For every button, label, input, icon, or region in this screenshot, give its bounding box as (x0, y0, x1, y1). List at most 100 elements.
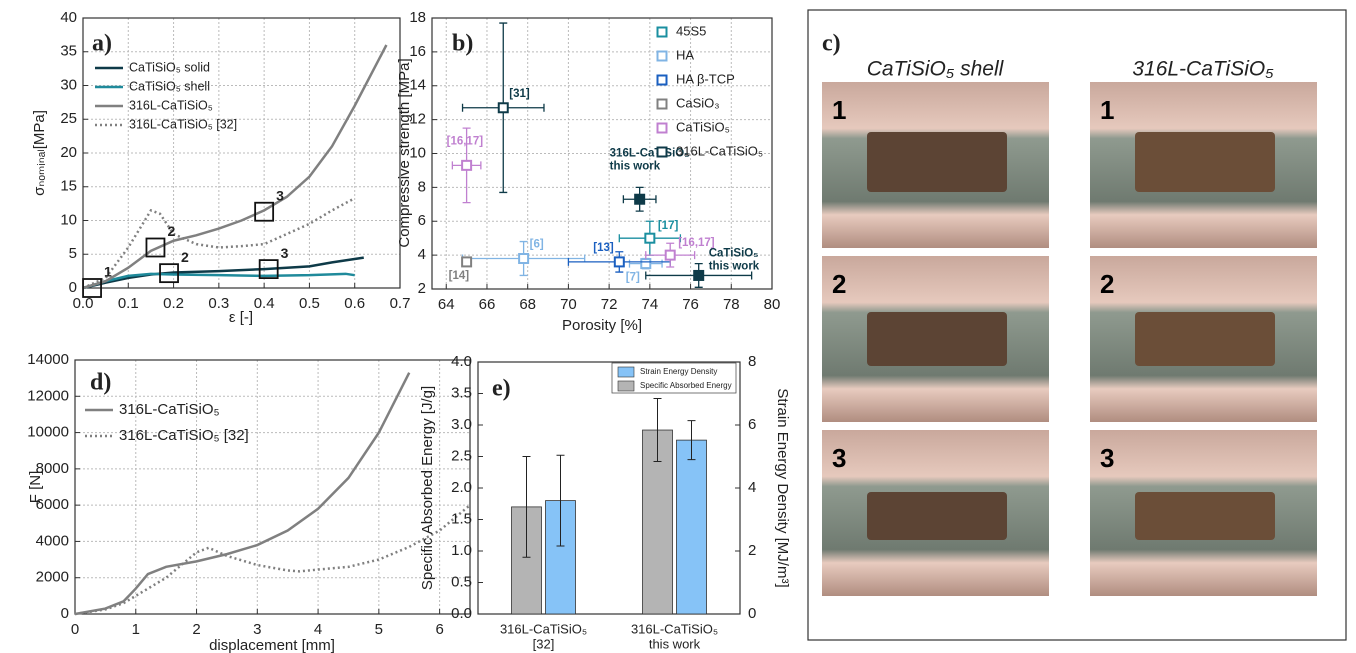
plot-frame (74, 359, 471, 615)
legend-label: 45S5 (676, 23, 706, 38)
y-tick-label: 30 (60, 76, 77, 93)
data-line (82, 272, 355, 290)
x-tick-label: 0.7 (390, 295, 411, 312)
point (613, 256, 625, 268)
legend-swatch (656, 50, 668, 62)
y-tick-label: 6000 (36, 496, 69, 513)
x-tick-label: 316L-CaTiSiO₅ (500, 621, 587, 636)
sample (867, 132, 1007, 192)
legend-label: 316L-CaTiSiO₅ [32] (119, 427, 249, 444)
y2-tick-label: 8 (748, 353, 756, 370)
y-tick-label: 1.5 (451, 510, 472, 527)
legend-label: 316L-CaTiSiO₅ (676, 143, 763, 158)
annotation-box (82, 278, 102, 298)
legend-swatch (617, 366, 635, 378)
error-bar (687, 420, 696, 461)
point (497, 102, 509, 114)
y-tick-label: 2 (418, 280, 426, 297)
plot-frame (82, 17, 401, 289)
y-tick-label: 4.0 (451, 353, 472, 370)
sample (1135, 492, 1275, 540)
x-tick-label: 68 (519, 296, 536, 313)
y-axis-label: σₙₒₘᵢₙₐₗ[MPa] (31, 110, 48, 196)
x-tick-label: 0.5 (299, 295, 320, 312)
y-tick-label: 14 (409, 77, 426, 94)
x-axis-label: displacement [mm] (209, 637, 335, 653)
x-tick-label: 80 (764, 296, 781, 313)
annotation-box (258, 259, 279, 280)
y-tick-label: 12 (409, 111, 426, 128)
error-bar (653, 398, 662, 463)
photo-row-label: 2 (832, 269, 846, 299)
y-axis-label: Specific Absorbed Energy [J/g] (419, 386, 436, 590)
panel-frame (807, 9, 1347, 641)
legend-swatch (656, 26, 668, 38)
data-line (74, 372, 411, 616)
x-axis-label: ε [-] (229, 309, 253, 326)
annotation-box (145, 237, 166, 258)
photo-row-label: 1 (1100, 95, 1114, 125)
y2-tick-label: 6 (748, 416, 756, 433)
x-tick-label: 3 (253, 621, 261, 638)
legend-swatch (617, 380, 635, 392)
legend-label: CaTiSiO₅ (676, 119, 730, 134)
y-tick-label: 6 (418, 212, 426, 229)
sample (867, 312, 1007, 366)
x-tick-label: 0.6 (344, 295, 365, 312)
y-tick-label: 15 (60, 178, 77, 195)
x-axis-label: Porosity [%] (562, 317, 642, 334)
y-tick-label: 8 (418, 178, 426, 195)
y-tick-label: 0.5 (451, 573, 472, 590)
point-label: [14] (449, 270, 470, 282)
y-tick-label: 10 (409, 144, 426, 161)
y2-tick-label: 2 (748, 542, 756, 559)
sample (867, 492, 1007, 540)
y-tick-label: 5 (69, 245, 77, 262)
photo-grid: c) CaTiSiO₅ shell 1 2 3 316L-CaTiSiO₅ 1 2 3 (822, 31, 1317, 596)
photo-row-label: 1 (832, 95, 846, 125)
panel-label: e) (492, 376, 511, 402)
y-tick-label: 3.0 (451, 416, 472, 433)
column-title: CaTiSiO₅ shell (867, 58, 1005, 81)
legend-label: 316L-CaTiSiO₅ (119, 401, 220, 418)
point-label: this work (610, 160, 661, 172)
x-tick-label: [32] (533, 636, 555, 651)
point-label: [16,17] (678, 237, 715, 249)
point (518, 253, 530, 265)
photo-row-label: 2 (1100, 269, 1114, 299)
legend-swatch (656, 146, 668, 158)
y-tick-label: 4 (418, 246, 426, 263)
data-line (82, 197, 356, 290)
panel-label: c) (822, 31, 841, 57)
annotation-box (159, 263, 179, 284)
y-tick-label: 8000 (36, 460, 69, 477)
x-tick-label: 66 (479, 296, 496, 313)
y-tick-label: 25 (60, 110, 77, 127)
y-tick-label: 0.0 (451, 605, 472, 622)
x-tick-label: 6 (435, 621, 443, 638)
legend-label: HA β-TCP (676, 71, 735, 86)
bar (676, 439, 707, 615)
error-bar (522, 456, 531, 558)
plot-frame (431, 17, 773, 290)
x-tick-label: 1 (132, 621, 140, 638)
panel: 0 2000 4000 6000 8000 10000 12000 14000 0 1 2 3 4 5 6 d… (27, 351, 471, 653)
x-tick-label: this work (649, 636, 701, 651)
data-line (82, 44, 388, 290)
x-tick-label: 4 (314, 621, 322, 638)
annotation-box (254, 201, 275, 222)
x-tick-label: 2 (192, 621, 200, 638)
y-tick-label: 0 (61, 605, 69, 622)
column-title: 316L-CaTiSiO₅ (1132, 58, 1274, 81)
x-tick-label: 5 (375, 621, 383, 638)
x-tick-label: 316L-CaTiSiO₅ (631, 621, 718, 636)
x-tick-label: 70 (560, 296, 577, 313)
legend-swatch (656, 122, 668, 134)
x-tick-label: 0.2 (163, 295, 184, 312)
y-tick-label: 35 (60, 43, 77, 60)
legend-label: CaTiSiO₅ shell (129, 79, 210, 93)
panel-label: a) (92, 31, 112, 57)
point-label: CaTiSiO₅ (709, 247, 759, 259)
